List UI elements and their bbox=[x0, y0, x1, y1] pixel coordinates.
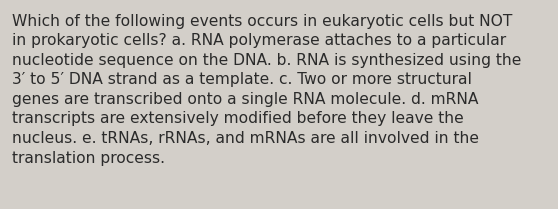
Text: Which of the following events occurs in eukaryotic cells but NOT
in prokaryotic : Which of the following events occurs in … bbox=[12, 14, 522, 166]
